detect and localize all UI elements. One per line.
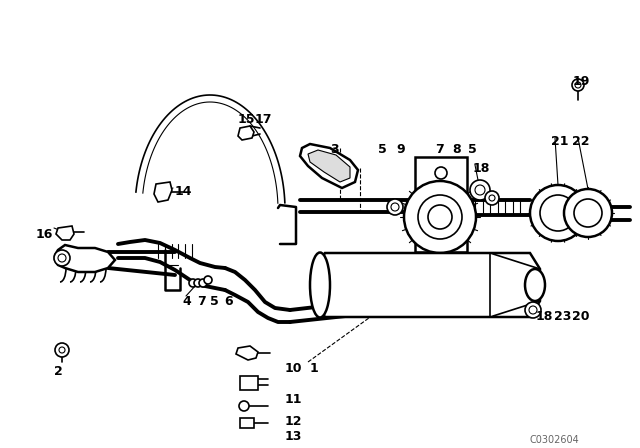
Text: 15: 15: [238, 113, 255, 126]
Polygon shape: [56, 226, 74, 240]
Text: 2: 2: [54, 365, 63, 378]
Text: 13: 13: [285, 430, 302, 443]
Text: 17: 17: [255, 113, 273, 126]
Bar: [415, 157, 467, 252]
Polygon shape: [490, 253, 540, 317]
Circle shape: [485, 191, 499, 205]
Text: 23: 23: [554, 310, 572, 323]
Circle shape: [529, 306, 537, 314]
Text: 5: 5: [468, 143, 477, 156]
Circle shape: [189, 279, 197, 287]
Polygon shape: [300, 144, 358, 188]
Circle shape: [489, 195, 495, 201]
Text: 7: 7: [435, 143, 444, 156]
Circle shape: [418, 195, 462, 239]
Bar: [240, 418, 254, 428]
Text: 5: 5: [210, 295, 219, 308]
Text: 5: 5: [378, 143, 387, 156]
Ellipse shape: [525, 269, 545, 301]
Circle shape: [55, 343, 69, 357]
Polygon shape: [308, 150, 350, 182]
Circle shape: [525, 302, 541, 318]
Polygon shape: [315, 253, 540, 317]
Text: 8: 8: [452, 143, 461, 156]
Text: 21: 21: [551, 135, 568, 148]
Circle shape: [564, 189, 612, 237]
Bar: [240, 376, 258, 390]
Circle shape: [572, 79, 584, 91]
Circle shape: [530, 185, 586, 241]
Circle shape: [574, 199, 602, 227]
Text: 18: 18: [473, 162, 490, 175]
Text: 9: 9: [396, 143, 404, 156]
Text: 7: 7: [197, 295, 205, 308]
Circle shape: [391, 203, 399, 211]
Circle shape: [194, 279, 202, 287]
Circle shape: [540, 195, 576, 231]
Circle shape: [54, 250, 70, 266]
Circle shape: [428, 205, 452, 229]
Polygon shape: [154, 182, 172, 202]
Text: 20: 20: [572, 310, 589, 323]
Circle shape: [475, 185, 485, 195]
Circle shape: [404, 181, 476, 253]
Text: 4: 4: [182, 295, 191, 308]
Circle shape: [435, 230, 447, 242]
Polygon shape: [236, 346, 258, 360]
Circle shape: [58, 254, 66, 262]
Circle shape: [204, 276, 212, 284]
Circle shape: [575, 82, 581, 88]
Text: 16: 16: [36, 228, 53, 241]
Text: 10: 10: [285, 362, 303, 375]
Text: 11: 11: [285, 393, 303, 406]
Text: 18: 18: [536, 310, 554, 323]
Text: C0302604: C0302604: [530, 435, 580, 445]
Circle shape: [435, 167, 447, 179]
Text: 3: 3: [330, 143, 339, 156]
Text: 6: 6: [224, 295, 232, 308]
Polygon shape: [55, 245, 115, 272]
Circle shape: [199, 279, 207, 287]
Text: 14: 14: [175, 185, 193, 198]
Polygon shape: [238, 126, 254, 140]
Circle shape: [387, 199, 403, 215]
Circle shape: [470, 180, 490, 200]
Text: 22: 22: [572, 135, 589, 148]
Circle shape: [435, 198, 447, 210]
Text: 19: 19: [573, 75, 590, 88]
Ellipse shape: [310, 253, 330, 318]
Circle shape: [239, 401, 249, 411]
Text: 1: 1: [310, 362, 319, 375]
Text: 12: 12: [285, 415, 303, 428]
Circle shape: [59, 347, 65, 353]
